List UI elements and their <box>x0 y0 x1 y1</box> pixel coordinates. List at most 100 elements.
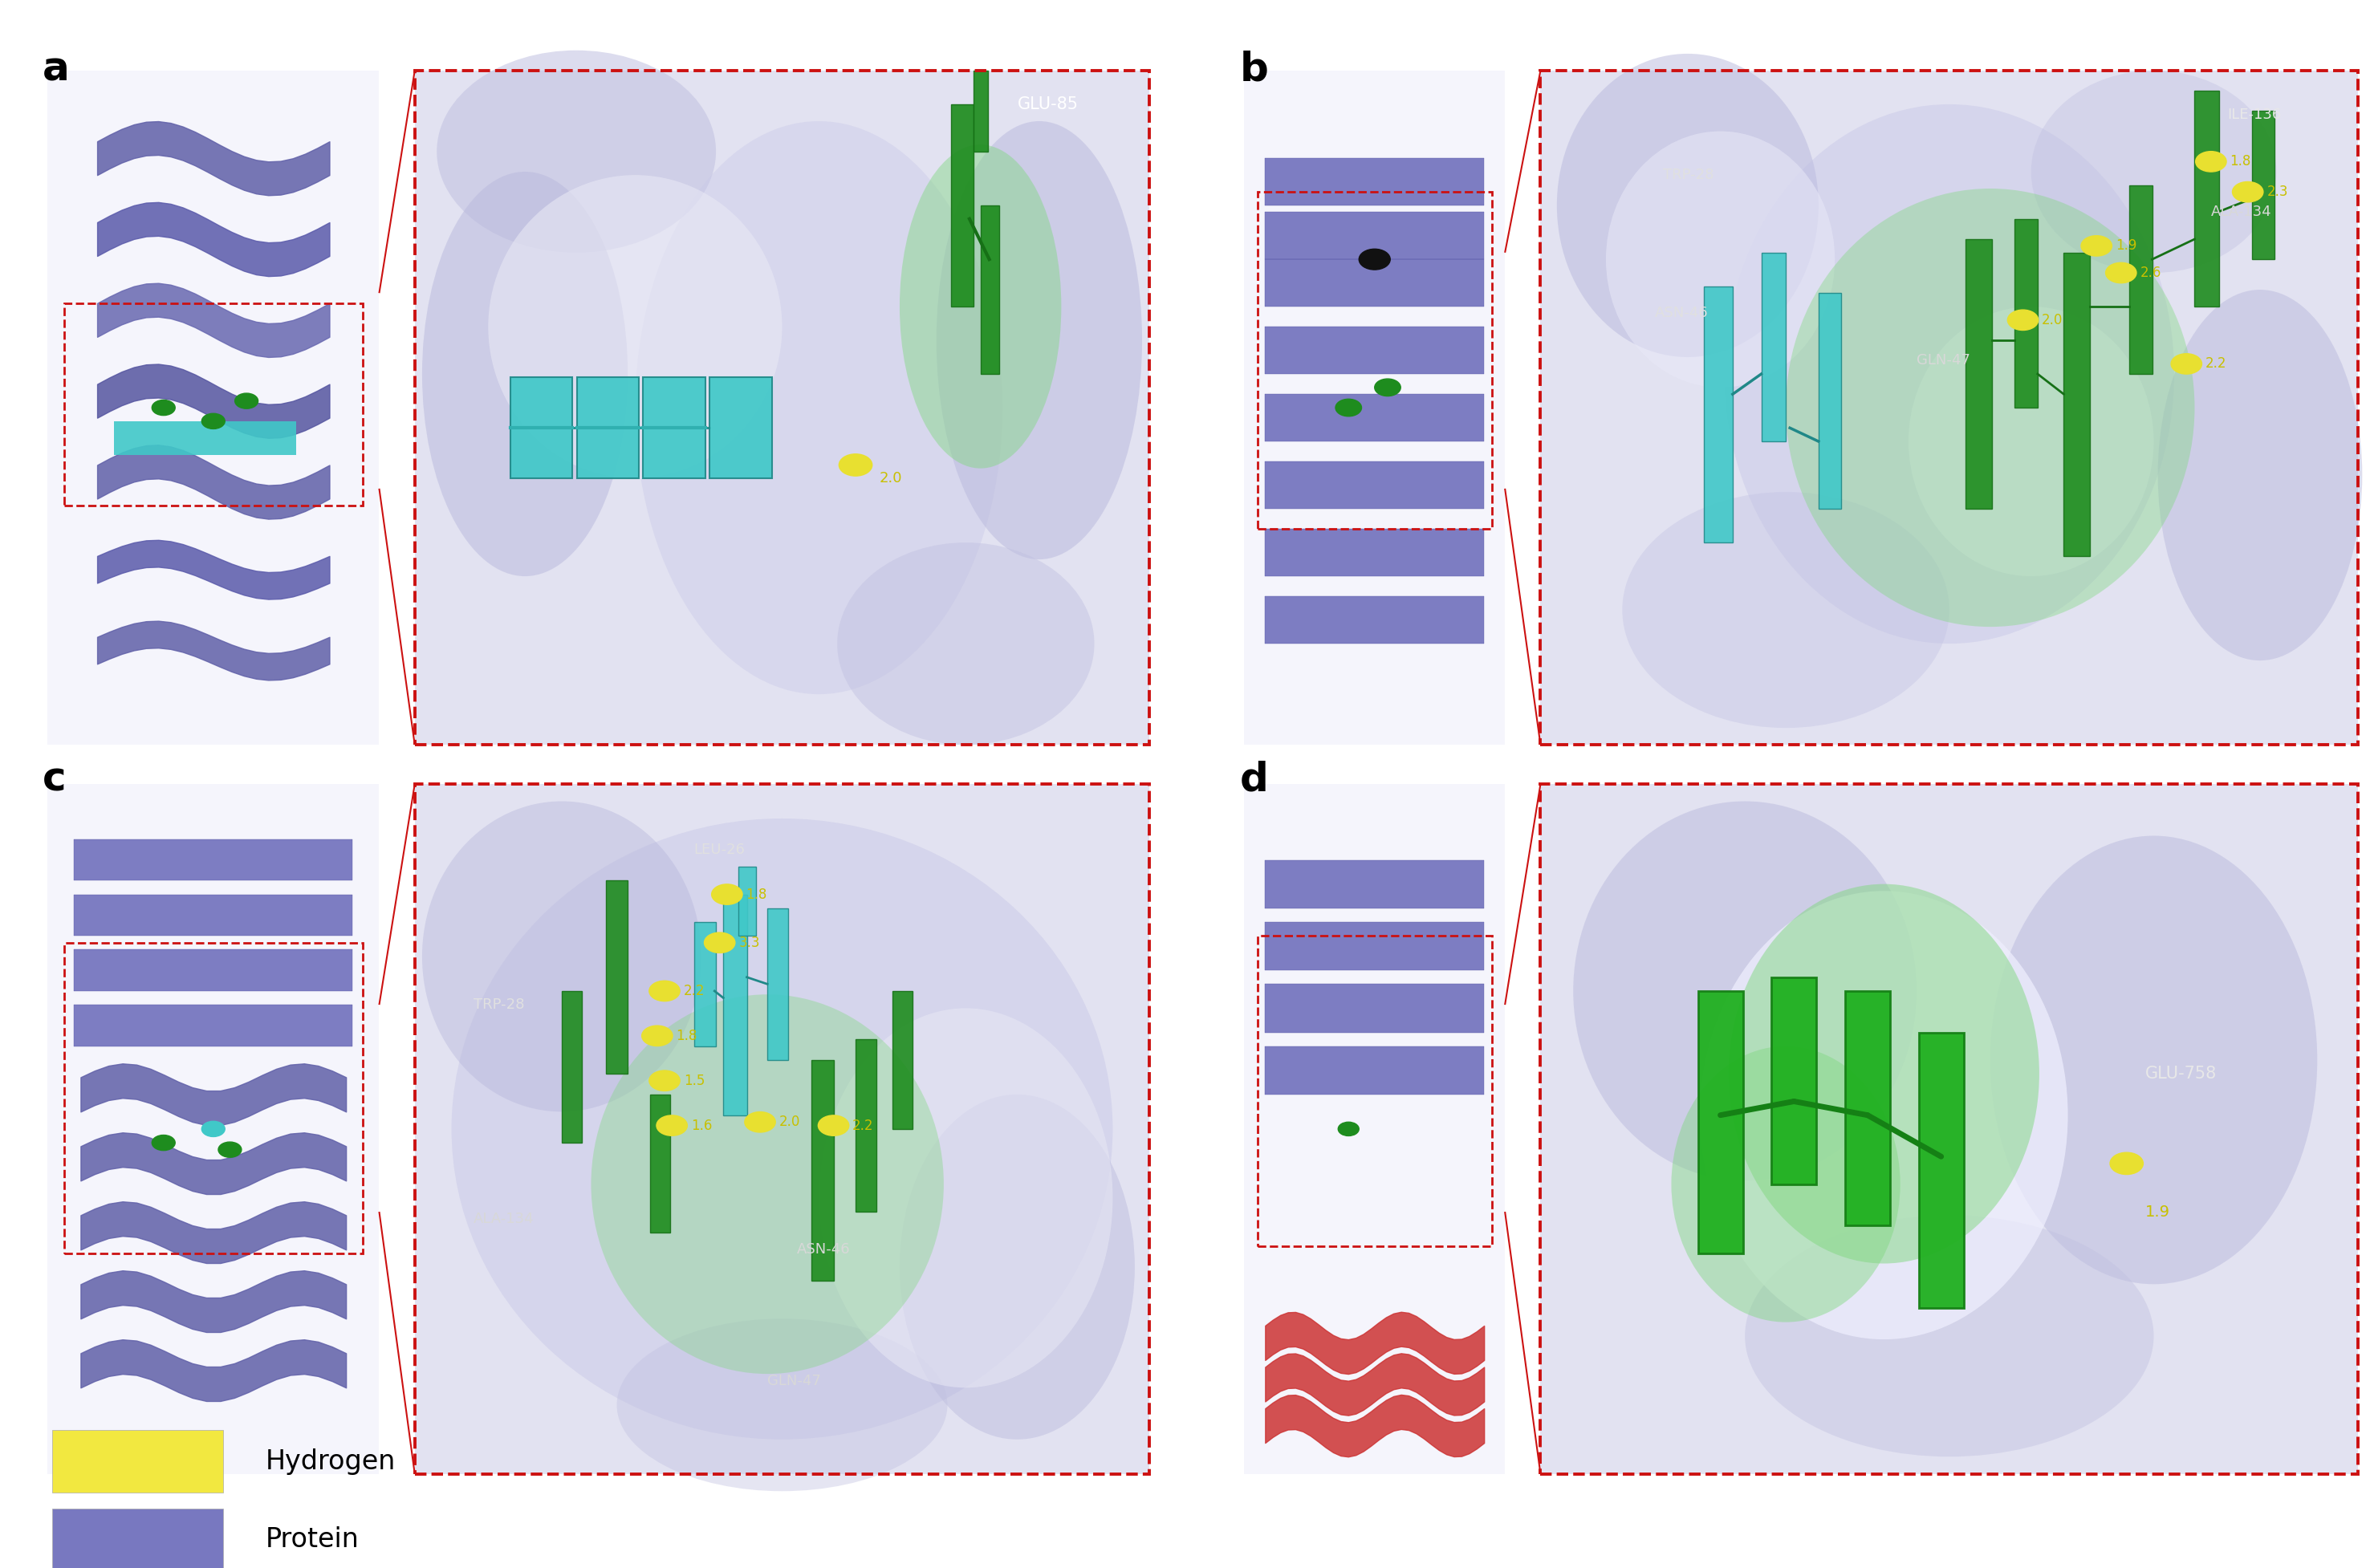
Text: 1.9: 1.9 <box>2145 1204 2171 1220</box>
Bar <box>52 1430 223 1493</box>
Circle shape <box>2105 262 2135 282</box>
Bar <box>64 942 363 1253</box>
Text: ALA-134: ALA-134 <box>2211 205 2273 220</box>
Circle shape <box>152 1135 175 1151</box>
Bar <box>415 784 1149 1474</box>
Circle shape <box>1375 379 1401 397</box>
Bar <box>1266 394 1484 442</box>
Bar <box>723 894 747 1115</box>
Bar <box>856 1040 877 1212</box>
Bar <box>1846 991 1889 1226</box>
Ellipse shape <box>837 543 1095 745</box>
Bar <box>64 303 363 505</box>
Bar <box>1256 936 1493 1247</box>
Bar <box>950 103 974 307</box>
Text: ILE-136: ILE-136 <box>2228 107 2282 122</box>
Ellipse shape <box>422 801 702 1112</box>
Ellipse shape <box>818 1008 1114 1388</box>
Text: TRP-28: TRP-28 <box>474 997 524 1011</box>
Circle shape <box>2007 310 2038 331</box>
Circle shape <box>1358 249 1391 270</box>
Bar <box>1266 922 1484 971</box>
Text: d: d <box>1240 760 1268 800</box>
Text: 1.6: 1.6 <box>692 1118 711 1132</box>
Bar <box>1266 326 1484 373</box>
Ellipse shape <box>1725 103 2173 643</box>
Bar <box>52 1508 223 1568</box>
Circle shape <box>711 884 742 905</box>
Bar <box>737 867 756 936</box>
Text: 2.2: 2.2 <box>2206 356 2228 372</box>
Bar <box>1540 784 2358 1474</box>
Bar <box>576 378 640 478</box>
Bar <box>974 71 988 152</box>
Bar <box>1266 158 1484 205</box>
Bar <box>415 71 1149 745</box>
Bar <box>1540 71 2358 745</box>
Bar <box>811 1060 834 1281</box>
Text: LEU-26: LEU-26 <box>694 842 744 856</box>
Text: b: b <box>1240 50 1268 89</box>
Bar <box>1256 191 1493 528</box>
Text: 1.9: 1.9 <box>2116 238 2138 252</box>
Bar <box>1540 784 2358 1474</box>
Text: 1.5: 1.5 <box>683 1074 704 1088</box>
Circle shape <box>201 414 225 428</box>
Text: 2.0: 2.0 <box>879 472 903 486</box>
Circle shape <box>642 1025 673 1046</box>
Bar <box>114 422 296 455</box>
Circle shape <box>2233 182 2263 202</box>
Bar <box>562 991 583 1143</box>
Bar <box>642 378 706 478</box>
Ellipse shape <box>1991 836 2318 1284</box>
Bar <box>2252 111 2275 259</box>
Text: GLN-47: GLN-47 <box>1917 353 1969 368</box>
Bar <box>891 991 912 1129</box>
Bar <box>47 784 379 1474</box>
Ellipse shape <box>1787 188 2195 627</box>
Bar <box>768 908 787 1060</box>
Ellipse shape <box>1699 891 2069 1339</box>
Circle shape <box>2109 1152 2142 1174</box>
Circle shape <box>744 1112 775 1132</box>
Circle shape <box>201 1121 225 1137</box>
Bar <box>709 378 773 478</box>
Circle shape <box>1339 1123 1358 1135</box>
Circle shape <box>2195 152 2225 172</box>
Text: 3.3: 3.3 <box>739 936 761 950</box>
Text: Protein: Protein <box>265 1527 360 1552</box>
Text: 2.0: 2.0 <box>780 1115 801 1129</box>
Text: 2.3: 2.3 <box>2266 185 2287 199</box>
Circle shape <box>818 1115 848 1135</box>
Bar <box>73 839 353 881</box>
Bar <box>2195 91 2218 307</box>
Text: ASN-46: ASN-46 <box>1654 306 1709 320</box>
Ellipse shape <box>436 50 716 252</box>
Text: c: c <box>43 760 66 800</box>
Bar <box>73 894 353 936</box>
Bar <box>1266 461 1484 508</box>
Bar <box>2014 220 2038 408</box>
Bar <box>1244 784 1505 1474</box>
Text: Hydrogen: Hydrogen <box>265 1449 396 1474</box>
Bar <box>694 922 716 1046</box>
Bar <box>981 205 998 373</box>
Ellipse shape <box>1728 884 2038 1264</box>
Bar <box>415 784 1149 1474</box>
Bar <box>2064 252 2090 557</box>
Bar <box>73 1005 353 1046</box>
Ellipse shape <box>422 171 628 575</box>
Ellipse shape <box>1671 1046 1901 1322</box>
Circle shape <box>656 1115 687 1135</box>
Bar <box>607 881 628 1074</box>
Circle shape <box>152 400 175 416</box>
Bar <box>47 71 379 745</box>
Ellipse shape <box>488 176 782 478</box>
Ellipse shape <box>1744 1215 2154 1457</box>
Ellipse shape <box>1557 53 1818 358</box>
Bar <box>1266 1046 1484 1094</box>
Circle shape <box>218 1142 242 1157</box>
Ellipse shape <box>901 144 1062 469</box>
Text: TRP-28: TRP-28 <box>1664 168 1714 182</box>
Text: a: a <box>43 50 69 89</box>
